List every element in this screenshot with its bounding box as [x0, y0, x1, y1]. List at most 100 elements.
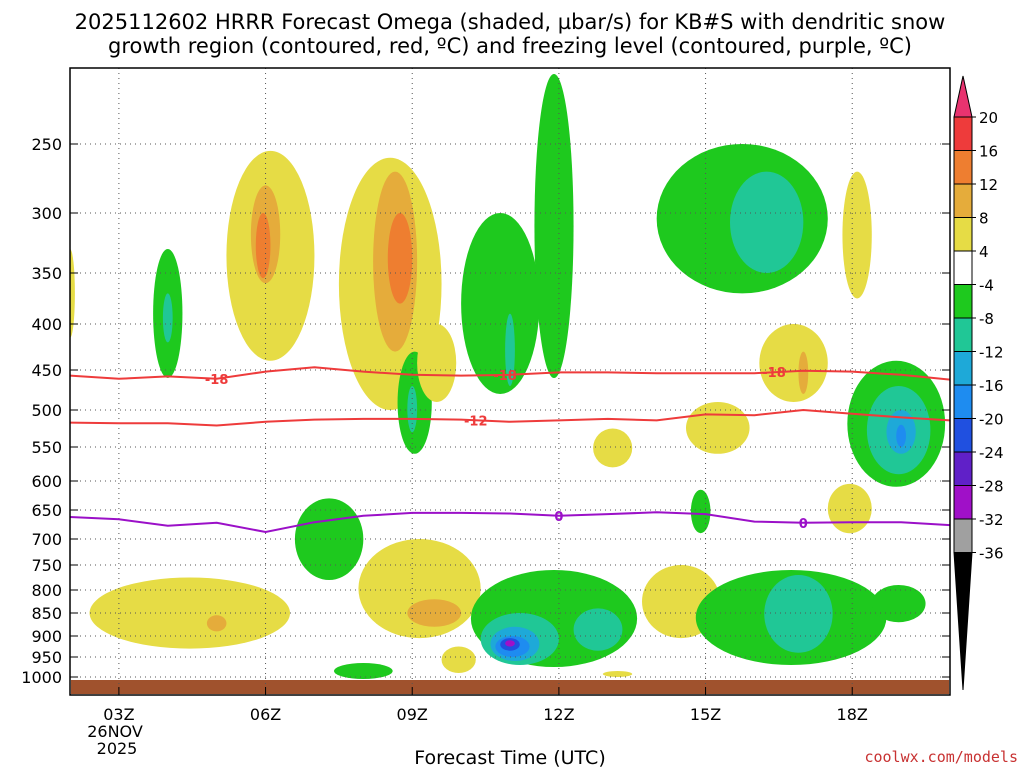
- omega-region-0: [70, 249, 75, 338]
- colorbar-label--12: -12: [979, 344, 1004, 362]
- y-tick-label-550: 550: [31, 438, 62, 457]
- plot-frame: [69, 67, 951, 696]
- colorbar-label--28: -28: [979, 478, 1004, 496]
- omega-region-18: [759, 324, 828, 402]
- source-watermark: coolwx.com/models: [864, 748, 1018, 766]
- omega-region-48: [871, 585, 926, 623]
- colorbar-label--4: -4: [979, 277, 994, 295]
- omega-region-35: [441, 646, 476, 673]
- contour-label-dgz-minus18-0: -18: [205, 373, 229, 388]
- y-tick-label-500: 500: [31, 401, 62, 420]
- y-tick-label-600: 600: [31, 472, 62, 491]
- colorbar-swatch-8-to-4: [953, 217, 973, 252]
- contour-label-dgz-minus12-0: -12: [464, 414, 488, 429]
- x-tick-label-18Z: 18Z: [837, 705, 868, 724]
- y-tick-label-800: 800: [31, 581, 62, 600]
- omega-region-34: [407, 599, 462, 627]
- omega-region-14: [162, 293, 173, 343]
- colorbar-swatch-4-to--4: [953, 250, 973, 285]
- colorbar-label-12: 12: [979, 176, 998, 194]
- grid-lines: [70, 68, 950, 695]
- omega-region-3: [255, 213, 271, 279]
- colorbar-swatch-20-to-16: [953, 116, 973, 151]
- y-tick-label-700: 700: [31, 530, 62, 549]
- omega-region-24: [593, 428, 633, 468]
- y-tick-label-400: 400: [31, 315, 62, 334]
- x-axis-title: Forecast Time (UTC): [414, 747, 605, 768]
- chart-title-line-1: 2025112602 HRRR Forecast Omega (shaded, …: [75, 10, 946, 34]
- omega-region-16: [730, 171, 804, 273]
- colorbar-label--8: -8: [979, 310, 994, 328]
- colorbar-label-20: 20: [979, 109, 998, 127]
- colorbar-label-16: 16: [979, 143, 998, 161]
- colorbar-swatch-12-to-8: [953, 183, 973, 218]
- omega-region-38: [573, 608, 623, 651]
- ground-surface-bar: [71, 680, 949, 694]
- omega-region-32: [206, 615, 227, 632]
- colorbar-swatch--32-to--36: [953, 518, 973, 553]
- contour-dgz-minus12: [70, 408, 950, 427]
- colorbar-swatch--16-to--20: [953, 384, 973, 419]
- colorbar-swatch--20-to--24: [953, 418, 973, 453]
- omega-region-26: [827, 483, 872, 534]
- y-tick-label-250: 250: [31, 135, 62, 154]
- colorbar-swatch--4-to--8: [953, 284, 973, 319]
- axis-ticks: 250 300 350 400 450 500 550 600 650 700 750 800 850 9…: [21, 135, 950, 724]
- y-tick-label-900: 900: [31, 627, 62, 646]
- colorbar-label--32: -32: [979, 511, 1004, 529]
- omega-region-9: [417, 324, 457, 402]
- omega-region-19: [798, 351, 809, 394]
- contour-label-freezing-level-0-1: 0: [799, 517, 808, 532]
- omega-region-10: [461, 213, 540, 394]
- x-tick-label-12Z: 12Z: [543, 705, 574, 724]
- colorbar-swatch--24-to--28: [953, 451, 973, 486]
- y-tick-label-950: 950: [31, 648, 62, 667]
- omega-region-6: [387, 212, 413, 304]
- contour-label-dgz-minus18-2: -18: [762, 366, 786, 381]
- x-tick-label-15Z: 15Z: [690, 705, 721, 724]
- y-tick-label-350: 350: [31, 264, 62, 283]
- omega-region-8: [407, 386, 418, 433]
- date-label-day: 26NOV: [87, 722, 143, 741]
- omega-region-23: [896, 424, 906, 447]
- y-tick-label-300: 300: [31, 204, 62, 223]
- colorbar-label-8: 8: [979, 210, 989, 228]
- contour-label-dgz-minus18-1: -18: [493, 369, 517, 384]
- date-label-year: 2025: [97, 739, 138, 758]
- colorbar-swatch--28-to--32: [953, 485, 973, 520]
- contour-label-freezing-level-0-0: 0: [554, 510, 563, 525]
- chart-title-line-2: growth region (contoured, red, ºC) and f…: [108, 34, 912, 58]
- contour-freezing-level-0: [70, 511, 950, 534]
- omega-region-36: [334, 663, 393, 679]
- colorbar-label--24: -24: [979, 444, 1004, 462]
- omega-region-12: [505, 313, 515, 386]
- x-tick-label-03Z: 03Z: [103, 705, 134, 724]
- omega-shaded-regions: [70, 74, 946, 679]
- colorbar-swatch-bottom-arrow: [953, 552, 973, 691]
- omega-region-31: [89, 577, 291, 649]
- x-tick-label-06Z: 06Z: [250, 705, 281, 724]
- y-tick-label-450: 450: [31, 361, 62, 380]
- temperature-contours: -18 -18 -18 -12 0 0: [70, 366, 950, 534]
- colorbar-swatch-top-arrow: [953, 75, 973, 118]
- y-tick-label-850: 850: [31, 604, 62, 623]
- y-tick-label-750: 750: [31, 556, 62, 575]
- omega-region-17: [842, 171, 872, 299]
- colorbar-label--20: -20: [979, 411, 1004, 429]
- omega-region-27: [690, 489, 711, 534]
- colorbar-swatch-16-to-12: [953, 150, 973, 185]
- x-tick-label-09Z: 09Z: [397, 705, 428, 724]
- omega-region-43: [505, 640, 515, 647]
- colorbar-swatch--8-to--12: [953, 317, 973, 352]
- omega-region-44: [602, 671, 633, 677]
- omega-region-11: [534, 74, 574, 378]
- colorbar-legend: 20 16 12 8 4 -4 -8 -12 -16 -20 -24 -28 -32 -36: [953, 75, 1004, 691]
- y-tick-label-650: 650: [31, 501, 62, 520]
- y-tick-label-1000: 1000: [21, 668, 62, 687]
- omega-region-47: [764, 575, 833, 653]
- colorbar-label--16: -16: [979, 377, 1004, 395]
- colorbar-label--36: -36: [979, 545, 1004, 563]
- colorbar-label-4: 4: [979, 243, 989, 261]
- contour-dgz-minus18: [70, 366, 950, 381]
